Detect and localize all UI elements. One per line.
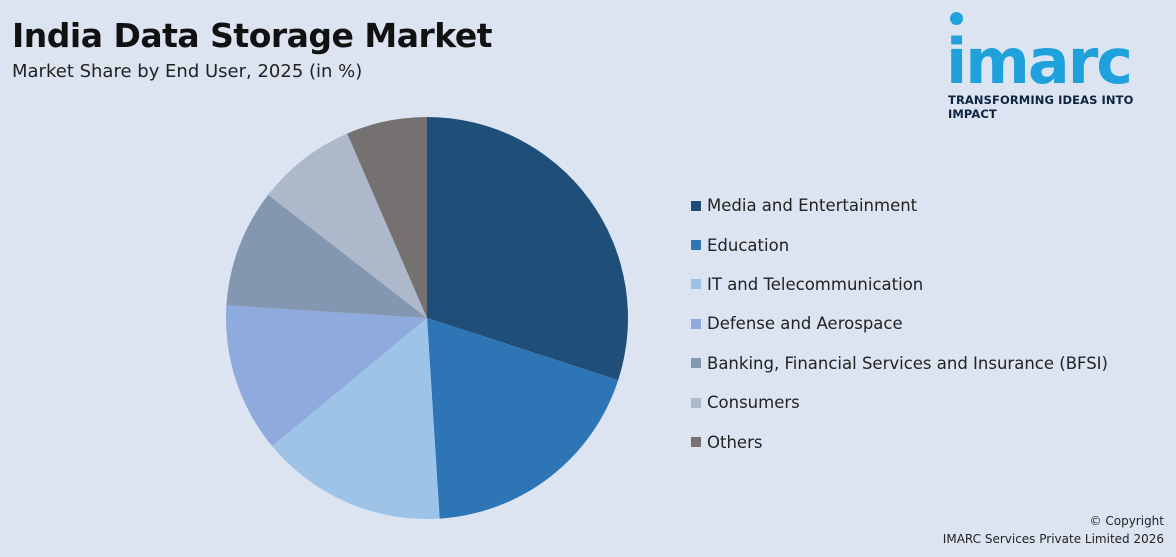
legend-item: Defense and Aerospace	[691, 304, 1108, 343]
legend-label: Others	[707, 432, 763, 452]
chart-legend: Media and Entertainment Education IT and T…	[691, 186, 1108, 462]
pie-slice-consumers	[268, 133, 427, 318]
pie-slice-defense-and-aerospace	[226, 305, 427, 447]
logo-dot	[950, 12, 963, 25]
legend-swatch	[691, 318, 701, 329]
legend-item: IT and Telecommunication	[691, 265, 1108, 304]
copyright-line-2: IMARC Services Private Limited 2026	[942, 532, 1164, 546]
legend-label: Defense and Aerospace	[707, 314, 903, 334]
logo-wordmark: imarc	[946, 25, 1133, 98]
pie-slice-banking-financial-services-and-insurance-bfsi	[226, 194, 427, 318]
pie-slice-media-and-entertainment	[427, 117, 628, 381]
legend-swatch	[691, 358, 701, 369]
legend-label: Education	[707, 235, 790, 255]
legend-label: Media and Entertainment	[707, 196, 918, 216]
legend-swatch	[691, 397, 701, 408]
legend-label: IT and Telecommunication	[707, 274, 924, 294]
pie-slice-it-and-telecommunication	[272, 318, 440, 519]
pie-chart	[226, 117, 628, 519]
pie-slice-others	[347, 117, 427, 318]
legend-label: Consumers	[707, 393, 800, 413]
legend-swatch	[691, 437, 701, 448]
legend-item: Media and Entertainment	[691, 186, 1108, 225]
chart-title: India Data Storage Market	[12, 16, 493, 55]
imarc-logo: imarc TRANSFORMING IDEAS INTO IMPACT	[944, 12, 1170, 121]
legend-item: Banking, Financial Services and Insuranc…	[691, 344, 1108, 383]
copyright-line-1: © Copyright	[1089, 514, 1164, 528]
chart-subtitle: Market Share by End User, 2025 (in %)	[12, 61, 363, 82]
legend-swatch	[691, 200, 701, 211]
pie-slice-education	[427, 318, 619, 519]
legend-item: Others	[691, 422, 1108, 461]
legend-item: Education	[691, 225, 1108, 264]
legend-label: Banking, Financial Services and Insuranc…	[707, 353, 1108, 373]
legend-item: Consumers	[691, 383, 1108, 422]
legend-swatch	[691, 279, 701, 290]
legend-swatch	[691, 240, 701, 251]
logo-tagline: TRANSFORMING IDEAS INTO IMPACT	[948, 93, 1134, 121]
copyright-notice: © Copyright IMARC Services Private Limit…	[943, 512, 1164, 548]
